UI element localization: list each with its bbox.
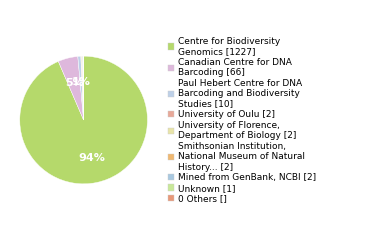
Text: 5%: 5% [65, 78, 84, 88]
Text: 1%: 1% [71, 77, 90, 87]
Wedge shape [82, 56, 84, 120]
Wedge shape [20, 56, 147, 184]
Wedge shape [83, 56, 84, 120]
Legend: Centre for Biodiversity
Genomics [1227], Canadian Centre for DNA
Barcoding [66],: Centre for Biodiversity Genomics [1227],… [167, 36, 317, 204]
Wedge shape [78, 56, 84, 120]
Wedge shape [81, 56, 84, 120]
Text: 94%: 94% [78, 152, 105, 162]
Wedge shape [58, 56, 84, 120]
Wedge shape [81, 56, 84, 120]
